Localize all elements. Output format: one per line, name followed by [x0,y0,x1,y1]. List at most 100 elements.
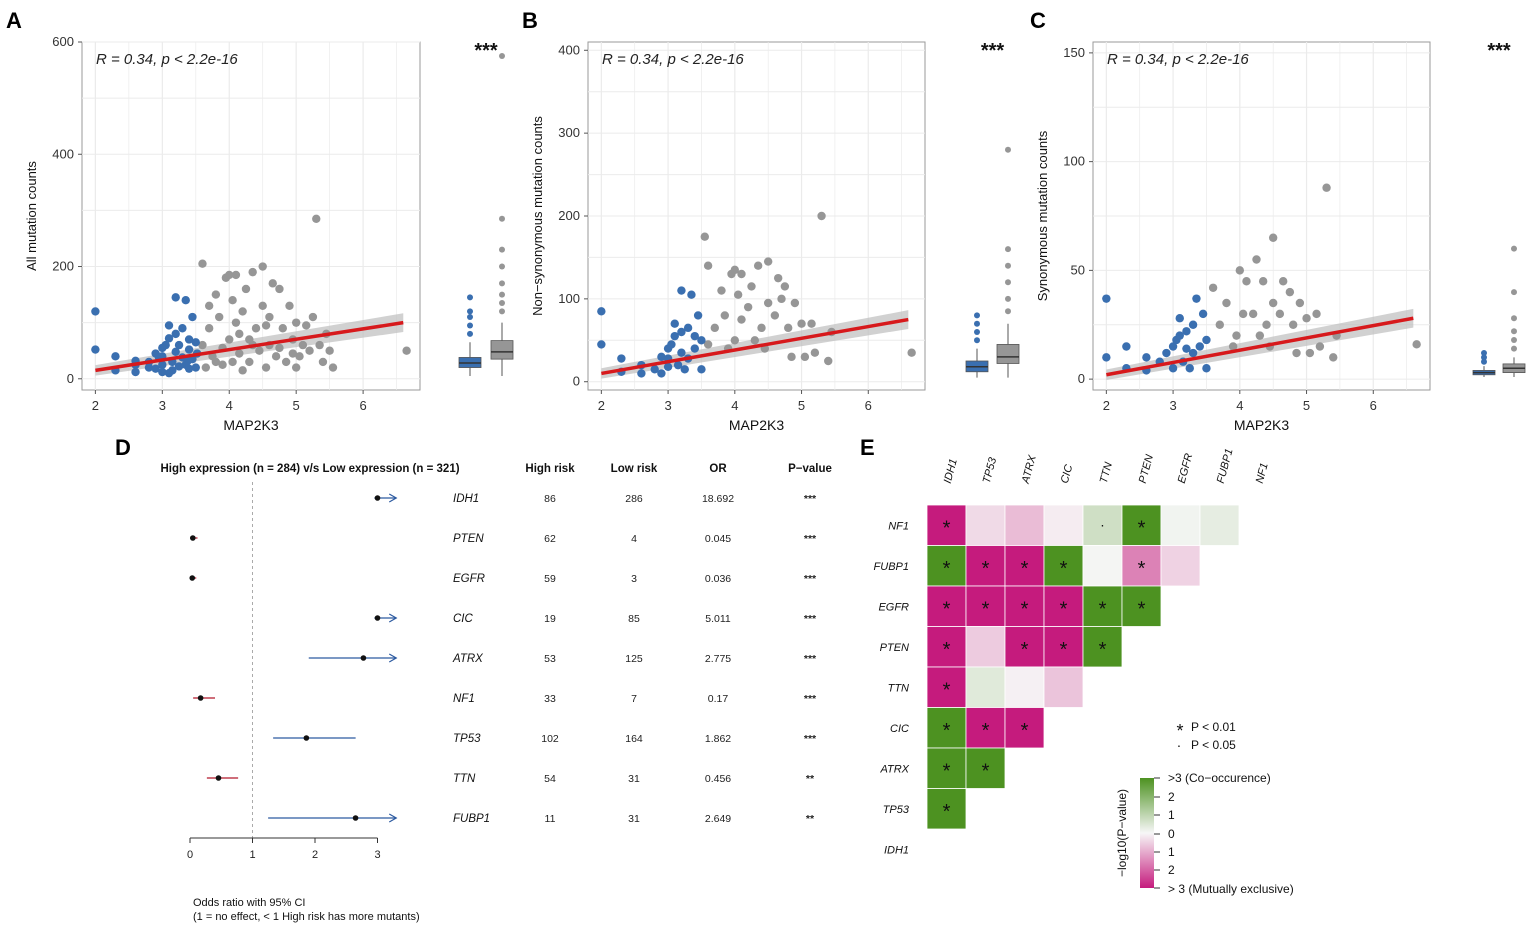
heatmap-cell [926,504,967,546]
gene-label: ATRX [452,653,484,665]
odds-ratio-point [303,735,310,741]
scatter-point-high [717,286,726,295]
scatter-point-high [245,357,254,367]
significance-mark: * [943,720,951,742]
scatter-point-low [683,323,693,333]
correlation-annotation: R = 0.34, p < 2.2e-16 [602,51,744,68]
forest-column-header: OR [709,463,727,475]
scatter-point-low [687,290,696,299]
scatter-point-low [191,363,200,372]
scatter-point-low [91,307,100,316]
scatter-point-low [164,321,174,330]
x-axis-label: MAP2K3 [223,417,278,433]
significance-mark: * [943,558,951,580]
heatmap-cell [965,747,1006,789]
scatter-point-low [171,329,180,339]
scatter-point-high [1215,320,1224,329]
significance-mark: * [1060,598,1068,620]
scatter-point-high [810,348,820,357]
scatter-point-low [91,345,100,354]
scatter-point-high [747,282,756,291]
scatter-point-low [1188,348,1198,358]
scatter-point-high [1238,309,1248,319]
boxplot-high-outlier [499,246,505,253]
high-risk-count: 62 [544,533,556,545]
legend-star-label: P < 0.01 [1191,720,1236,734]
boxplot-high-outlier [1005,295,1011,302]
scatter-point-low [191,338,200,347]
significance-mark: * [982,558,990,580]
heatmap-cell [1043,585,1084,627]
boxplot-high-outlier [499,300,505,306]
scatter-point-low [650,365,659,374]
odds-ratio-point [197,695,204,701]
boxplot-high-outlier [1005,246,1011,253]
low-risk-count: 31 [628,813,640,825]
odds-ratio-value: 2.775 [705,653,731,665]
significance-mark: * [982,598,990,620]
y-tick-label: 200 [52,259,74,274]
heatmap-column-label: FUBP1 [1215,447,1236,484]
boxplot-low-outlier [467,308,473,315]
scatter-point-high [1412,340,1421,349]
gene-label: TP53 [453,733,481,745]
x-tick-label: 2 [92,398,99,413]
boxplot-high-outlier [1511,245,1517,252]
p-value-stars: ** [806,773,815,785]
heatmap-row-label: NF1 [888,520,909,532]
y-tick-label: 100 [558,291,580,306]
scatter-point-high [285,301,294,311]
forest-x-tick-label: 0 [187,849,193,861]
colorbar-tick-label: 0 [1168,827,1175,841]
scatter-point-high [318,357,328,367]
scatter-point-low [697,365,706,374]
colorbar-tick-label: 1 [1168,808,1175,822]
x-tick-label: 6 [1370,398,1377,413]
scatter-point-low [184,345,194,354]
high-risk-count: 86 [544,493,556,505]
scatter-point-high [278,324,287,333]
scatter-point-high [211,290,221,299]
heatmap-cell [965,545,1006,587]
x-tick-label: 4 [731,398,738,413]
heatmap-cell [926,707,967,749]
significance-mark: · [1100,516,1105,532]
scatter-point-high [308,312,318,322]
scatter-point-high [1315,342,1325,351]
forest-x-axis-label: Odds ratio with 95% CI [193,897,306,909]
scatter-point-low [693,311,703,320]
gene-label: CIC [453,613,474,625]
scatter-point-high [1292,348,1301,358]
high-risk-count: 102 [541,733,559,745]
scatter-point-high [783,323,793,333]
low-risk-count: 3 [631,573,637,585]
scatter-point-high [700,232,709,241]
scatter-point-high [201,363,211,372]
scatter-panel-B: 2 3 4 5 6 0 100 200 300 400 MAP2K3 Non−synonymous m… [530,40,1020,433]
colorbar-tick-label: 2 [1168,790,1175,804]
scatter-panel-A: 2 3 4 5 6 0 200 400 600 MAP2K3 All mutation counts… [24,34,514,433]
x-tick-label: 3 [159,398,166,413]
heatmap-cell [1082,504,1123,546]
scatter-point-high [1235,266,1245,275]
scatter-point-high [800,352,810,362]
boxplot-high-outlier [1511,328,1517,335]
scatter-point-high [235,349,244,358]
boxplot-low-outlier [974,312,980,319]
scatter-point-high [258,301,267,311]
significance-mark: * [1099,598,1107,620]
scatter-point-high [730,336,740,345]
x-tick-label: 3 [1169,398,1176,413]
forest-title: High expression (n = 284) v/s Low expres… [160,463,459,475]
scatter-point-low [680,365,689,374]
scatter-point-high [824,356,833,366]
odds-ratio-point [190,535,196,541]
boxplot-low-outlier [467,314,473,321]
boxplot-high-outlier [499,53,505,60]
forest-column-header: Low risk [611,463,658,475]
x-axis-label: MAP2K3 [729,417,784,433]
forest-x-tick-label: 3 [374,849,380,861]
odds-ratio-value: 0.036 [705,573,731,585]
